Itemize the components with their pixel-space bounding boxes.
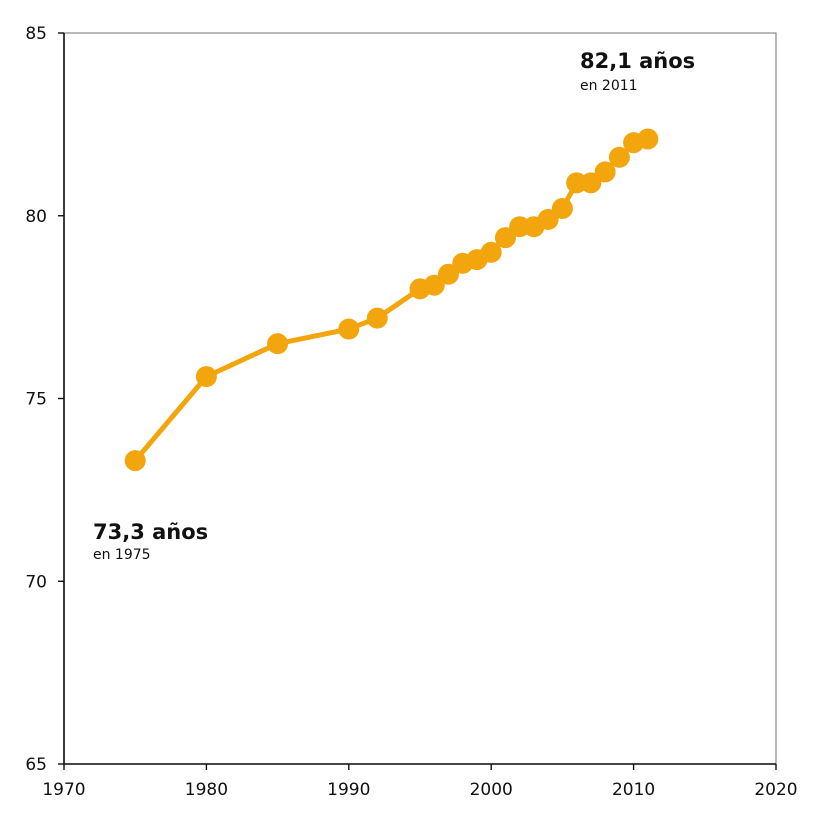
- axes: 1970 1980 1990 2000 2010 2020 65 70 75 80 85: [25, 24, 797, 800]
- data-point: [267, 333, 289, 355]
- y-tick-label: 65: [25, 755, 47, 775]
- data-point: [494, 227, 516, 249]
- data-point: [537, 208, 559, 230]
- x-tick-label: 2010: [612, 780, 655, 800]
- data-point: [338, 318, 360, 340]
- data-point: [608, 146, 630, 168]
- annotation-start-year: en 1975: [93, 547, 151, 563]
- data-point: [594, 161, 616, 183]
- series-group: [124, 128, 659, 472]
- data-point: [195, 366, 217, 388]
- data-point: [551, 197, 573, 219]
- annotation-end-year: en 2011: [580, 78, 638, 94]
- y-tick-label: 85: [25, 24, 47, 44]
- data-point: [423, 274, 445, 296]
- annotation-end-value: 82,1 años: [580, 49, 695, 73]
- x-tick-label: 2000: [470, 780, 513, 800]
- data-point: [437, 263, 459, 285]
- data-point: [366, 307, 388, 329]
- data-point: [580, 172, 602, 194]
- y-tick-label: 70: [25, 572, 47, 592]
- x-tick-label: 1970: [42, 780, 85, 800]
- x-tick-label: 2020: [754, 780, 797, 800]
- y-tick-label: 75: [25, 390, 47, 410]
- data-point: [124, 450, 146, 472]
- data-point: [637, 128, 659, 150]
- plot-frame: [63, 32, 777, 765]
- annotations: 73,3 años en 1975 82,1 años en 2011: [93, 49, 695, 563]
- x-tick-label: 1980: [185, 780, 228, 800]
- data-point: [480, 241, 502, 263]
- y-tick-label: 80: [25, 207, 47, 227]
- x-tick-label: 1990: [327, 780, 370, 800]
- annotation-start-value: 73,3 años: [93, 520, 208, 544]
